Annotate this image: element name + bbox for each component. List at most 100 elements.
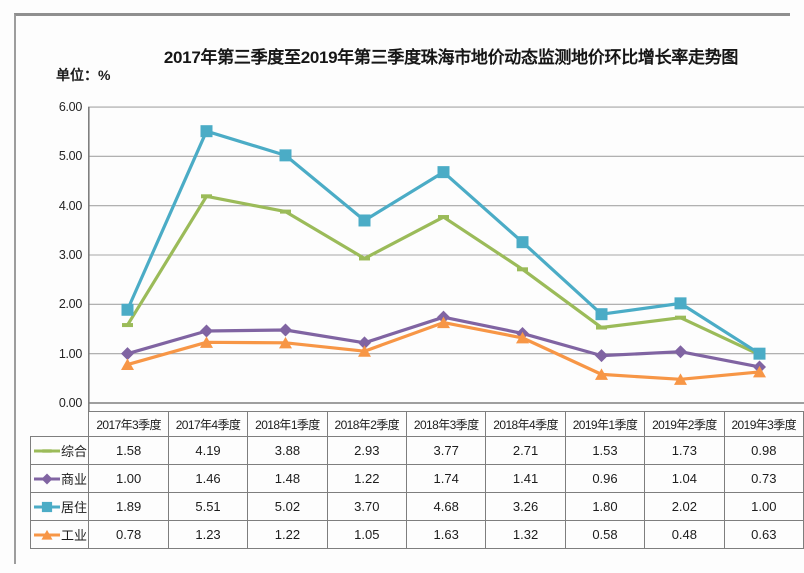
quarter-header-cell: 2018年3季度 (405, 411, 487, 437)
value-cell: 2.71 (485, 436, 566, 465)
value-cell: 1.80 (564, 492, 646, 521)
value-cell: 1.73 (644, 436, 725, 465)
chart-title: 2017年第三季度至2019年第三季度珠海市地价动态监测地价环比增长率走势图 (163, 48, 739, 67)
table-row: 综合 1.58 4.19 3.88 2.93 3.77 2.71 1.53 1.73 0.98 (29, 436, 804, 465)
square-marker-icon (674, 297, 687, 310)
y-tick-label: 3.00 (58, 248, 82, 262)
value-cell: 1.04 (644, 464, 725, 493)
value-cell: 2.93 (326, 436, 408, 465)
value-cell: 1.05 (326, 520, 408, 549)
value-cell: 1.63 (405, 520, 487, 549)
legend-marker-icon (34, 529, 60, 540)
legend-marker-icon (34, 448, 60, 453)
value-cell: 1.23 (167, 520, 249, 549)
value-cell: 0.96 (564, 464, 646, 493)
legend-cell: 工业 (29, 520, 90, 549)
quarter-header-cell: 2019年1季度 (564, 411, 646, 437)
diamond-marker-icon (200, 324, 213, 338)
quarter-header-cell: 2018年4季度 (485, 411, 566, 437)
triangle-marker-icon (437, 316, 450, 329)
square-marker-icon (279, 149, 292, 162)
triangle-marker-icon (674, 373, 687, 385)
legend-cell: 商业 (29, 464, 90, 493)
value-cell: 1.32 (485, 520, 566, 549)
plot-area (88, 106, 804, 411)
value-cell: 0.78 (88, 520, 169, 549)
diamond-marker-icon (595, 349, 608, 363)
triangle-marker-icon (200, 336, 213, 348)
value-cell: 3.77 (405, 436, 487, 465)
series-label: 工业 (61, 528, 88, 543)
series-label: 商业 (61, 472, 88, 487)
diamond-marker-icon (358, 336, 371, 350)
dash-marker-icon (517, 267, 528, 272)
value-cell: 3.88 (247, 436, 328, 465)
value-cell: 3.70 (326, 492, 408, 521)
legend-cell: 居住 (29, 492, 90, 521)
quarter-header-cell: 2019年2季度 (644, 411, 725, 437)
dash-marker-icon (359, 256, 370, 261)
data-table: 2017年3季度 2017年4季度 2018年1季度 2018年2季度 2018年3季度… (29, 411, 804, 549)
value-cell: 1.00 (723, 492, 804, 521)
value-cell: 0.48 (644, 520, 725, 549)
triangle-marker-icon (121, 358, 134, 371)
diamond-marker-icon (674, 345, 687, 359)
value-cell: 0.63 (723, 520, 804, 549)
y-tick-label: 5.00 (58, 149, 82, 164)
legend-cell: 综合 (29, 436, 90, 465)
value-cell: 0.58 (564, 520, 646, 549)
dash-marker-icon (201, 194, 212, 199)
triangle-marker-icon (358, 345, 371, 357)
value-cell: 5.02 (247, 492, 328, 521)
square-marker-icon (437, 166, 450, 179)
quarter-header-cell: 2017年4季度 (167, 411, 249, 437)
unit-label: 单位：% (56, 67, 111, 83)
y-tick-label: 4.00 (58, 198, 82, 213)
value-cell: 2.02 (644, 492, 725, 521)
table-row: 居住 1.89 5.51 5.02 3.70 4.68 3.26 1.80 2.02 1.00 (29, 492, 804, 521)
square-marker-icon (41, 501, 53, 512)
y-tick-label: 1.00 (58, 346, 82, 361)
quarter-header-cell: 2017年3季度 (88, 411, 169, 437)
dash-marker-icon (438, 215, 449, 220)
table-row: 商业 1.00 1.46 1.48 1.22 1.74 1.41 0.96 1.04 0.73 (29, 464, 804, 493)
value-cell: 5.51 (167, 492, 249, 521)
value-cell: 0.98 (723, 436, 804, 465)
value-cell: 4.68 (405, 492, 487, 521)
quarter-header-cell: 2019年3季度 (723, 411, 804, 437)
value-cell: 1.00 (88, 464, 169, 493)
square-marker-icon (200, 125, 213, 138)
diamond-marker-icon (121, 347, 134, 361)
value-cell: 3.26 (485, 492, 566, 521)
square-marker-icon (595, 308, 608, 321)
x-axis-header-row: 2017年3季度 2017年4季度 2018年1季度 2018年2季度 2018年3季度… (31, 411, 804, 437)
square-marker-icon (753, 347, 766, 360)
value-cell: 1.58 (88, 436, 169, 465)
triangle-marker-icon (41, 529, 53, 540)
value-cell: 1.74 (405, 464, 487, 493)
value-cell: 4.19 (167, 436, 249, 465)
series-label: 综合 (61, 444, 88, 459)
y-tick-label: 2.00 (58, 297, 82, 312)
y-tick-label: 0.00 (58, 396, 82, 410)
series-label: 居住 (61, 500, 88, 515)
dash-marker-icon (280, 209, 291, 214)
legend-marker-icon (34, 472, 60, 485)
diamond-marker-icon (41, 472, 53, 485)
value-cell: 1.41 (485, 464, 566, 493)
value-cell: 1.89 (88, 492, 169, 521)
value-cell: 1.46 (167, 464, 249, 493)
dash-marker-icon (596, 325, 607, 330)
quarter-header-cell: 2018年1季度 (247, 411, 328, 437)
square-marker-icon (121, 303, 134, 316)
square-marker-icon (516, 236, 529, 249)
triangle-marker-icon (279, 336, 292, 349)
square-marker-icon (358, 214, 371, 227)
legend-marker-icon (34, 501, 60, 512)
diamond-marker-icon (279, 323, 292, 337)
triangle-marker-icon (753, 365, 766, 378)
value-cell: 1.53 (564, 436, 646, 465)
value-cell: 1.48 (247, 464, 328, 493)
value-cell: 1.22 (326, 464, 408, 493)
